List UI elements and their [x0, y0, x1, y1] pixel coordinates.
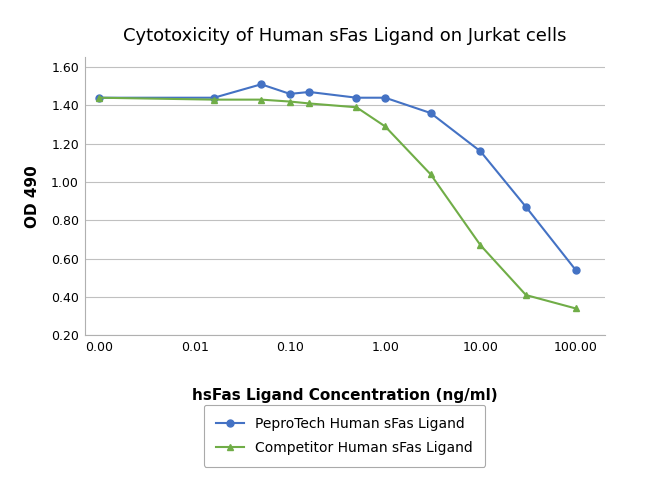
PeproTech Human sFas Ligand	[257, 81, 265, 87]
Competitor Human sFas Ligand	[522, 292, 530, 298]
Legend: PeproTech Human sFas Ligand, Competitor Human sFas Ligand: PeproTech Human sFas Ligand, Competitor …	[203, 405, 486, 468]
Competitor Human sFas Ligand	[96, 95, 103, 101]
PeproTech Human sFas Ligand	[522, 204, 530, 210]
PeproTech Human sFas Ligand	[210, 95, 218, 101]
PeproTech Human sFas Ligand	[96, 95, 103, 101]
Competitor Human sFas Ligand	[286, 99, 294, 104]
Competitor Human sFas Ligand	[427, 171, 435, 177]
Competitor Human sFas Ligand	[382, 124, 389, 129]
Competitor Human sFas Ligand	[476, 242, 484, 248]
Text: hsFas Ligand Concentration (ng/ml): hsFas Ligand Concentration (ng/ml)	[192, 388, 497, 403]
Competitor Human sFas Ligand	[352, 104, 360, 110]
PeproTech Human sFas Ligand	[572, 267, 580, 273]
PeproTech Human sFas Ligand	[427, 110, 435, 116]
PeproTech Human sFas Ligand	[476, 148, 484, 154]
Competitor Human sFas Ligand	[210, 97, 218, 103]
Competitor Human sFas Ligand	[257, 97, 265, 103]
PeproTech Human sFas Ligand	[352, 95, 360, 101]
Line: PeproTech Human sFas Ligand: PeproTech Human sFas Ligand	[96, 81, 579, 274]
Competitor Human sFas Ligand	[306, 101, 313, 106]
PeproTech Human sFas Ligand	[286, 91, 294, 97]
Title: Cytotoxicity of Human sFas Ligand on Jurkat cells: Cytotoxicity of Human sFas Ligand on Jur…	[123, 27, 566, 45]
PeproTech Human sFas Ligand	[306, 89, 313, 95]
Competitor Human sFas Ligand	[572, 306, 580, 311]
Line: Competitor Human sFas Ligand: Competitor Human sFas Ligand	[96, 94, 579, 312]
PeproTech Human sFas Ligand	[382, 95, 389, 101]
Y-axis label: OD 490: OD 490	[25, 165, 40, 228]
